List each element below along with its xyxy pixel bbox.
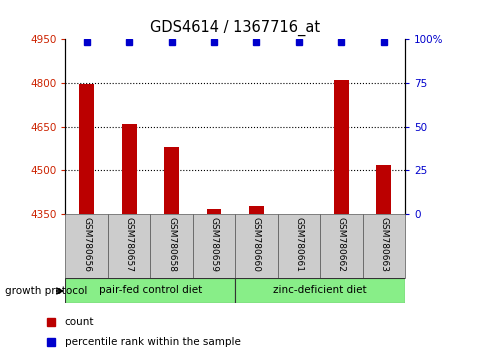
Bar	[291, 213, 306, 214]
Text: GSM780657: GSM780657	[124, 217, 134, 272]
Text: count: count	[64, 318, 94, 327]
Bar	[235, 214, 277, 278]
Text: GSM780662: GSM780662	[336, 217, 345, 272]
Bar	[248, 206, 263, 214]
Bar	[192, 214, 235, 278]
Bar	[65, 214, 107, 278]
Text: GSM780660: GSM780660	[251, 217, 260, 272]
Text: GSM780658: GSM780658	[166, 217, 176, 272]
Bar	[362, 214, 404, 278]
Bar	[319, 214, 362, 278]
Bar	[376, 165, 391, 214]
Text: zinc-deficient diet: zinc-deficient diet	[272, 285, 366, 295]
Text: GSM780663: GSM780663	[378, 217, 388, 272]
Bar	[333, 80, 348, 214]
Bar	[235, 278, 404, 303]
Text: growth protocol: growth protocol	[5, 286, 87, 296]
Title: GDS4614 / 1367716_at: GDS4614 / 1367716_at	[150, 20, 319, 36]
Bar	[121, 124, 136, 214]
Bar	[164, 147, 179, 214]
Text: pair-fed control diet: pair-fed control diet	[99, 285, 201, 295]
Bar	[277, 214, 319, 278]
Text: GSM780656: GSM780656	[82, 217, 91, 272]
Text: GSM780661: GSM780661	[294, 217, 303, 272]
Bar	[65, 278, 235, 303]
Text: percentile rank within the sample: percentile rank within the sample	[64, 337, 240, 347]
Text: GSM780659: GSM780659	[209, 217, 218, 272]
Bar	[107, 214, 150, 278]
Bar	[206, 209, 221, 214]
Bar	[150, 214, 192, 278]
Bar	[79, 84, 94, 214]
